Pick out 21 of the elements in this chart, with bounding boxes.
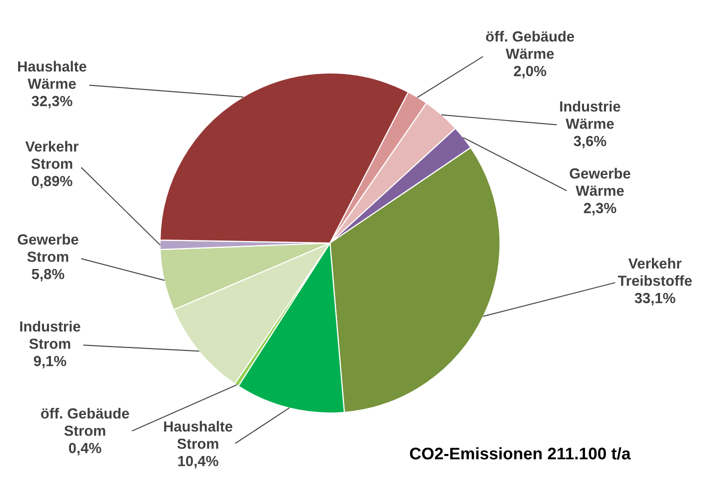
- slice-label: öff. Gebäude Wärme: [486, 30, 574, 59]
- slice-label: Haushalte Wärme: [18, 60, 86, 89]
- data-label: 33,1%: [634, 292, 676, 306]
- data-label: 2,0%: [514, 66, 546, 78]
- data-label: 9,1%: [34, 356, 66, 368]
- slice-label: Gewerbe Wärme: [570, 168, 630, 196]
- data-label: 3,6%: [574, 136, 606, 148]
- slice-label: öff. Gebäude Strom: [41, 408, 130, 436]
- data-label: 5,8%: [32, 268, 64, 282]
- text: CO2-Emissionen 211.100 t/a: [410, 447, 631, 460]
- slice-label: Gewerbe Strom: [18, 234, 78, 262]
- slice-label: Industrie Strom: [20, 320, 80, 349]
- slice-label: Verkehr Treibstoffe: [618, 258, 692, 286]
- data-label: 10,4%: [178, 456, 218, 468]
- slice-label: Verkehr Strom: [25, 140, 79, 169]
- data-label: 0,4%: [68, 442, 102, 456]
- data-label: 0,89%: [32, 176, 72, 188]
- data-label: 32,3%: [32, 96, 72, 108]
- data-label: 2,3%: [584, 202, 616, 216]
- slice-label: Haushalte Strom: [164, 420, 232, 449]
- slice-label: Industrie Wärme: [560, 100, 620, 129]
